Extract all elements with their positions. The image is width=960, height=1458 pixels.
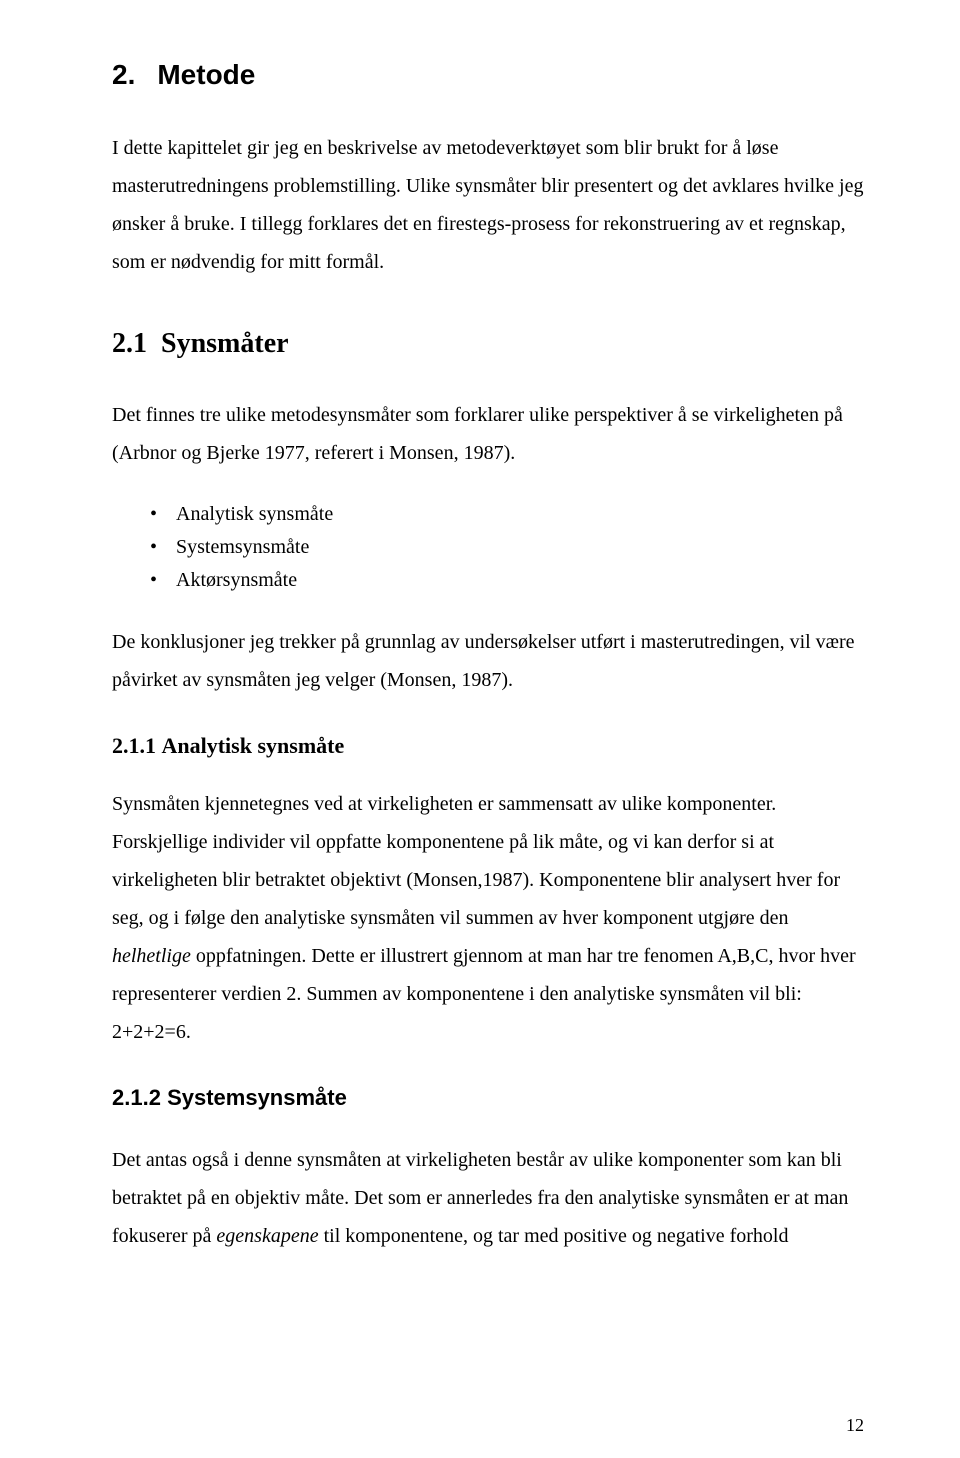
italic-helhetlige: helhetlige — [112, 945, 191, 967]
paragraph-intro: I dette kapittelet gir jeg en beskrivels… — [112, 129, 864, 281]
heading-metode: 2. Metode — [112, 48, 864, 101]
paragraph-konklusjoner: De konklusjoner jeg trekker på grunnlag … — [112, 623, 864, 699]
heading-systemsynsmate: 2.1.2 Systemsynsmåte — [112, 1077, 864, 1119]
heading-text: Systemsynsmåte — [167, 1085, 347, 1110]
list-item: Aktørsynsmåte — [150, 564, 864, 597]
paragraph-systemsynsmate: Det antas også i denne synsmåten at virk… — [112, 1141, 864, 1255]
list-item: Systemsynsmåte — [150, 531, 864, 564]
paragraph-synsmater-intro: Det finnes tre ulike metodesynsmåter som… — [112, 396, 864, 472]
list-item: Analytisk synsmåte — [150, 498, 864, 531]
heading-number: 2. — [112, 59, 135, 90]
heading-synsmater: 2.1 Synsmåter — [112, 317, 864, 370]
text-run: oppfatningen. Dette er illustrert gjenno… — [112, 945, 856, 1043]
heading-number: 2.1.2 — [112, 1085, 161, 1110]
heading-text: Analytisk synsmåte — [162, 733, 345, 758]
paragraph-analytisk: Synsmåten kjennetegnes ved at virkelighe… — [112, 785, 864, 1051]
italic-egenskapene: egenskapene — [216, 1225, 318, 1247]
text-run: Synsmåten kjennetegnes ved at virkelighe… — [112, 793, 840, 929]
heading-analytisk: 2.1.1 Analytisk synsmåte — [112, 725, 864, 767]
heading-text: Metode — [157, 59, 255, 90]
heading-text: Synsmåter — [161, 328, 289, 359]
bullet-list: Analytisk synsmåte Systemsynsmåte Aktørs… — [150, 498, 864, 597]
heading-number: 2.1 — [112, 328, 147, 359]
heading-number: 2.1.1 — [112, 733, 156, 758]
text-run: til komponentene, og tar med positive og… — [319, 1225, 789, 1247]
page-number: 12 — [846, 1408, 864, 1442]
